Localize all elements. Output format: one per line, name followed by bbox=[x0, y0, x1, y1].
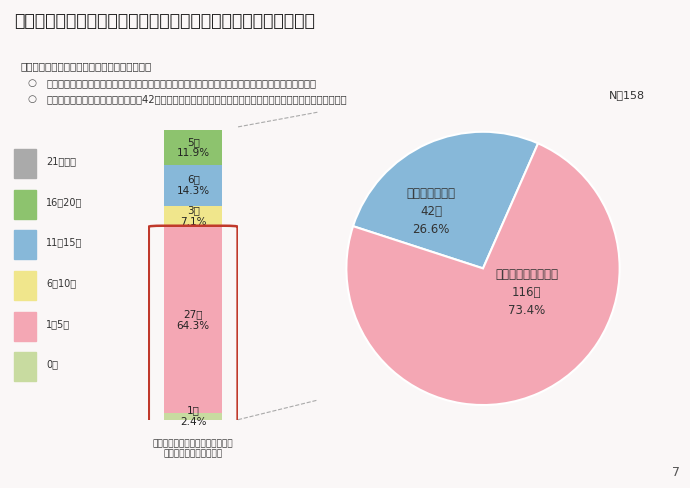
Text: 3人
7.1%: 3人 7.1% bbox=[180, 205, 206, 227]
Bar bbox=[14, 230, 36, 260]
Bar bbox=[14, 189, 36, 219]
Text: 1〜5人: 1〜5人 bbox=[46, 319, 70, 329]
Text: 27人
64.3%: 27人 64.3% bbox=[177, 309, 210, 330]
Text: 取組をはじめている
116人
73.4%: 取組をはじめている 116人 73.4% bbox=[495, 268, 558, 318]
Text: 問２－１　働きやすい職場環境整備の取組状況: 問２－１ 働きやすい職場環境整備の取組状況 bbox=[21, 61, 152, 71]
Wedge shape bbox=[346, 143, 620, 405]
Bar bbox=[164, 165, 222, 206]
Text: 7: 7 bbox=[671, 466, 680, 479]
Text: 6人
14.3%: 6人 14.3% bbox=[177, 175, 210, 196]
Text: 会社において女性が働きやすい職場環境整備の取組をはじめていると回答した人は７割以上だった。: 会社において女性が働きやすい職場環境整備の取組をはじめていると回答した人は７割以… bbox=[47, 78, 317, 88]
Text: 16〜20人: 16〜20人 bbox=[46, 197, 83, 207]
Text: 5人
11.9%: 5人 11.9% bbox=[177, 137, 210, 158]
Text: ３．調査結果詳細　（２）女性が働きやすい職場環境整備の状況: ３．調査結果詳細 （２）女性が働きやすい職場環境整備の状況 bbox=[14, 12, 315, 30]
Bar bbox=[164, 206, 222, 227]
Bar bbox=[14, 271, 36, 300]
Bar bbox=[14, 149, 36, 178]
Text: 11〜15人: 11〜15人 bbox=[46, 237, 83, 247]
Bar bbox=[164, 413, 222, 420]
Bar bbox=[14, 311, 36, 341]
Text: 1人
2.4%: 1人 2.4% bbox=[180, 406, 206, 427]
Text: 「特にしていない」と回答した人（42人）のうち、会社の女性従業員数が「５人以下」が過半数以上である。: 「特にしていない」と回答した人（42人）のうち、会社の女性従業員数が「５人以下」… bbox=[47, 94, 348, 103]
Text: 特にしていないと回答した企業の
女性従業員数別会社内訳: 特にしていないと回答した企業の 女性従業員数別会社内訳 bbox=[153, 439, 233, 458]
Bar bbox=[164, 130, 222, 165]
Text: 0人: 0人 bbox=[46, 359, 58, 369]
Text: 特にしていない
42人
26.6%: 特にしていない 42人 26.6% bbox=[406, 186, 455, 236]
Text: 21人以上: 21人以上 bbox=[46, 156, 76, 166]
Bar bbox=[14, 352, 36, 382]
Text: ○: ○ bbox=[28, 78, 37, 88]
Bar bbox=[164, 227, 222, 413]
Wedge shape bbox=[353, 132, 538, 268]
Text: N＝158: N＝158 bbox=[609, 90, 645, 100]
Text: ○: ○ bbox=[28, 94, 37, 103]
Text: 6〜10人: 6〜10人 bbox=[46, 278, 76, 288]
